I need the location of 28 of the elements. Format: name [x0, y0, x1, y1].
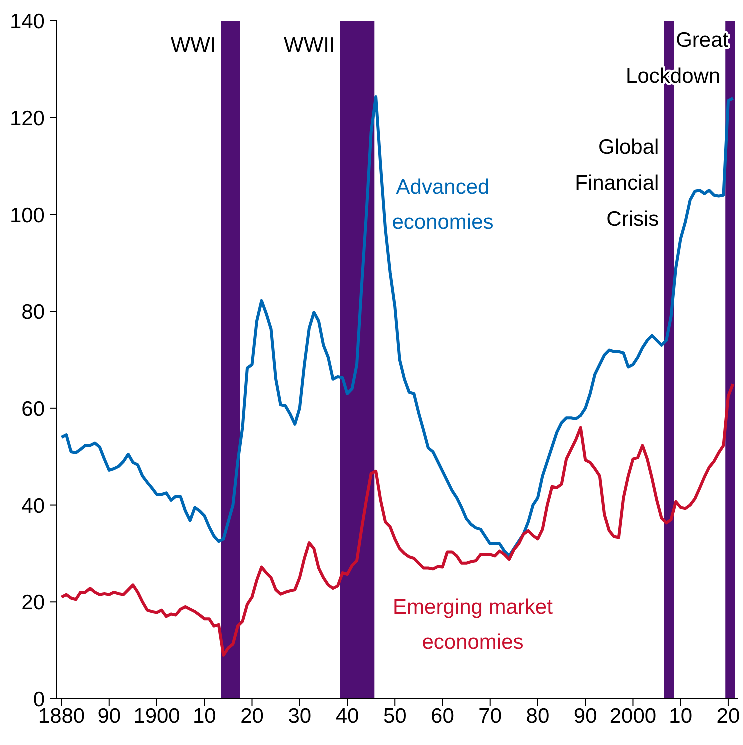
y-tick-label: 80: [22, 301, 45, 324]
y-tick-label: 20: [22, 592, 45, 615]
series-label: Emerging market economies: [392, 595, 554, 656]
x-tick-label: 1900: [134, 704, 180, 728]
line-series: [60, 382, 735, 657]
x-tick-label: 10: [192, 704, 216, 728]
y-tick-label: 40: [22, 494, 45, 518]
x-tick-label: 70: [478, 704, 502, 728]
x-tick-label: 30: [288, 704, 312, 728]
y-tick-label: 60: [22, 398, 45, 421]
y-tick-label: 120: [10, 107, 45, 130]
band-label: WWII: [284, 34, 336, 57]
line-series: [60, 96, 735, 558]
y-tick-label: 140: [10, 10, 45, 34]
series-label: Advanced economies: [391, 175, 495, 236]
x-tick-label: 80: [526, 704, 550, 728]
x-tick-label: 50: [383, 704, 407, 728]
x-tick-label: 90: [574, 704, 598, 728]
band-label: WWI: [170, 34, 216, 57]
x-tick-label: 20: [716, 704, 740, 728]
x-tick-label: 2000: [610, 704, 657, 728]
x-tick-label: 60: [431, 704, 454, 728]
x-tick-label: 40: [336, 704, 360, 728]
x-tick-label: 90: [98, 704, 122, 728]
x-tick-label: 10: [669, 704, 693, 728]
band-label: Global Financial Crisis: [575, 136, 660, 231]
y-tick-label: 100: [10, 204, 45, 228]
x-tick-label: 20: [240, 704, 264, 728]
